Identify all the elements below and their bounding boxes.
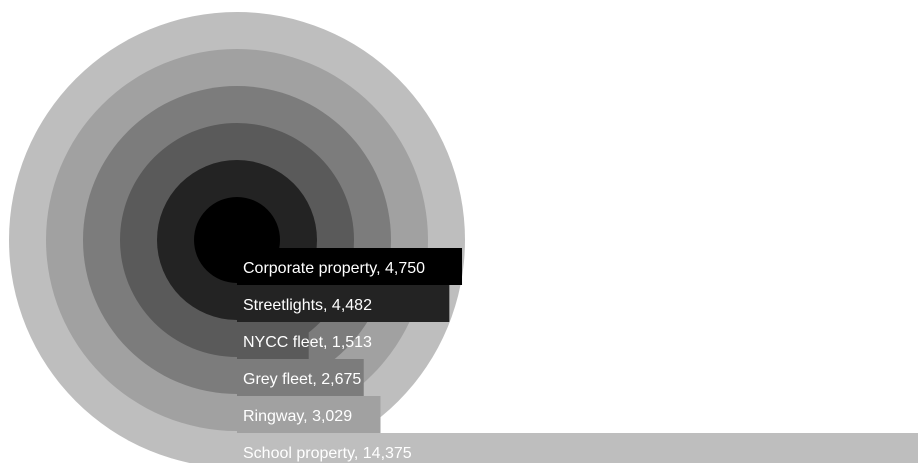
bar-label-nycc-fleet: NYCC fleet, 1,513 [243,334,372,351]
bar-label-school-property: School property, 14,375 [243,445,412,462]
bar-grey-fleet [237,359,364,396]
bar-streetlights [237,285,450,322]
ring-layer [9,12,465,463]
bar-ringway [237,396,381,433]
bar-layer [237,248,918,463]
bar-label-streetlights: Streetlights, 4,482 [243,297,372,314]
bar-nycc-fleet [237,322,309,359]
bar-label-grey-fleet: Grey fleet, 2,675 [243,371,361,388]
bar-corporate-property [237,248,463,285]
bar-label-corporate-property: Corporate property, 4,750 [243,260,425,277]
bar-school-property [237,433,918,463]
bar-label-ringway: Ringway, 3,029 [243,408,352,425]
label-layer: Corporate property, 4,750 Streetlights, 4… [243,260,425,462]
